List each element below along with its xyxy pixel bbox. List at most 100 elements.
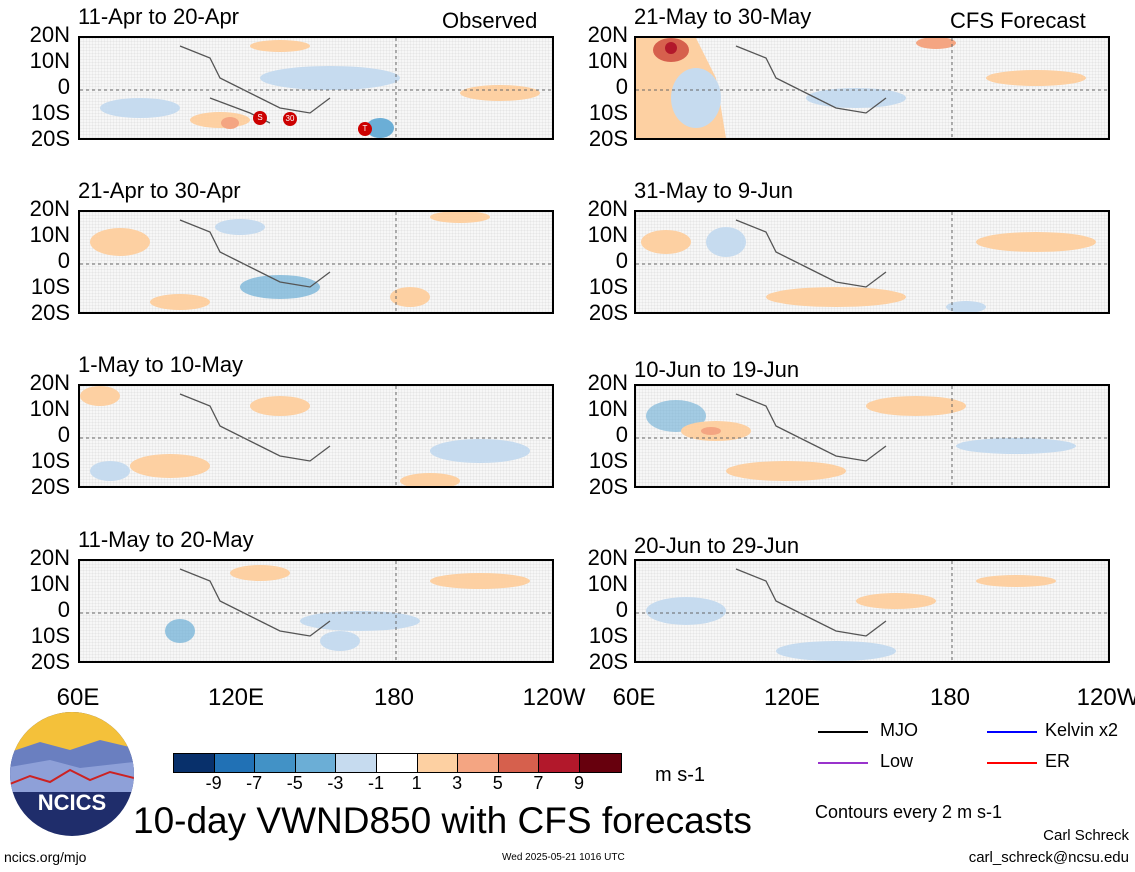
lat-label-left-1-1: 10N: [29, 48, 70, 73]
legend-label-low: Low: [880, 751, 914, 771]
panel-title-right-3: 10-Jun to 19-Jun: [634, 357, 800, 382]
author: Carl Schreck: [1043, 827, 1129, 844]
legend-line-er: [987, 762, 1037, 764]
panel-title-left-3: 1-May to 10-May: [78, 352, 244, 377]
lat-label-left-1-3: 10S: [30, 100, 70, 125]
colorbar-cell: [376, 754, 418, 772]
lat-label-right-1-0: 20N: [587, 22, 628, 47]
lat-label-left-1-2: 0: [57, 74, 70, 99]
colorbar-tick: 5: [492, 773, 503, 793]
lat-label-right-1-2: 0: [615, 74, 628, 99]
lat-label-right-4-1: 10N: [587, 571, 628, 596]
storm-marker-1: S: [253, 111, 267, 125]
colorbar-cell: [174, 754, 215, 772]
map-panel-right-1: [634, 36, 1110, 140]
lat-label-right-2-1: 10N: [587, 222, 628, 247]
colorbar-tick: -5: [286, 773, 303, 793]
lat-label-left-3-0: 20N: [29, 370, 70, 395]
lat-label-right-1-3: 10S: [588, 100, 628, 125]
map-panel-right-4: [634, 559, 1110, 663]
lon-label-120e-left: 120E: [207, 684, 265, 711]
lat-label-right-1-1: 10N: [587, 48, 628, 73]
lon-label-60e-right: 60E: [612, 684, 656, 711]
lat-label-right-3-3: 10S: [588, 448, 628, 473]
legend-label-er: ER: [1045, 751, 1071, 771]
lat-label-left-4-3: 10S: [30, 623, 70, 648]
lat-label-left-3-3: 10S: [30, 448, 70, 473]
panel-title-right-1: 21-May to 30-May: [634, 4, 812, 29]
lat-label-left-2-0: 20N: [29, 196, 70, 221]
lat-label-left-2-1: 10N: [29, 222, 70, 247]
lat-label-right-4-3: 10S: [588, 623, 628, 648]
storm-marker-2: 30: [283, 112, 297, 126]
lat-label-right-2-2: 0: [615, 248, 628, 273]
legend-line-low: [818, 762, 868, 764]
lat-label-left-3-4: 20S: [30, 474, 70, 499]
lon-label-120w-left: 120W: [522, 684, 586, 711]
lat-label-right-2-4: 20S: [588, 300, 628, 325]
map-panel-right-2: [634, 210, 1110, 314]
legend-label-kelvin: Kelvin x2: [1045, 720, 1119, 740]
lat-label-left-2-3: 10S: [30, 274, 70, 299]
colorbar-tick: 3: [452, 773, 463, 793]
colorbar-cell: [539, 754, 580, 772]
panel-title-right-2: 31-May to 9-Jun: [634, 178, 793, 203]
colorbar-cell: [336, 754, 377, 772]
colorbar-cell: [498, 754, 540, 772]
legend-label-mjo: MJO: [880, 720, 918, 740]
colorbar-cell: [579, 754, 621, 772]
lat-label-right-4-4: 20S: [588, 649, 628, 674]
colorbar-tick: -7: [246, 773, 263, 793]
map-panel-left-1: S 30 T: [78, 36, 554, 140]
colorbar-cell: [458, 754, 499, 772]
lat-label-left-1-4: 20S: [30, 126, 70, 151]
map-panel-right-3: [634, 384, 1110, 488]
lon-label-180-right: 180: [929, 684, 971, 711]
lat-label-right-3-4: 20S: [588, 474, 628, 499]
contours-note: Contours every 2 m s-1: [815, 802, 1003, 822]
lat-label-right-2-3: 10S: [588, 274, 628, 299]
colorbar-tick: 1: [411, 773, 422, 793]
lat-label-left-4-4: 20S: [30, 649, 70, 674]
map-panel-left-3: [78, 384, 554, 488]
email-link[interactable]: carl_schreck@ncsu.edu: [968, 849, 1129, 866]
lat-label-left-1-0: 20N: [29, 22, 70, 47]
lat-label-left-2-2: 0: [57, 248, 70, 273]
colorbar-tick: 9: [573, 773, 585, 793]
map-panel-left-2: [78, 210, 554, 314]
colorbar-tick: 7: [533, 773, 544, 793]
lat-label-left-4-0: 20N: [29, 545, 70, 570]
colorbar-cell: [417, 754, 459, 772]
lon-label-120e-right: 120E: [763, 684, 821, 711]
lat-label-left-4-2: 0: [57, 597, 70, 622]
lat-label-left-4-1: 10N: [29, 571, 70, 596]
ncics-logo: NCICS: [10, 712, 134, 836]
lat-label-left-3-1: 10N: [29, 396, 70, 421]
lat-label-left-3-2: 0: [57, 422, 70, 447]
legend-line-kelvin: [987, 731, 1037, 733]
lon-label-60e-left: 60E: [56, 684, 100, 711]
observed-label: Observed: [442, 8, 538, 33]
colorbar-tick: -3: [327, 773, 344, 793]
lat-label-right-1-4: 20S: [588, 126, 628, 151]
main-title: 10-day VWND850 with CFS forecasts: [133, 800, 752, 841]
legend-line-mjo: [818, 731, 868, 733]
colorbar-cell: [214, 754, 256, 772]
lat-label-right-2-0: 20N: [587, 196, 628, 221]
logo-text: NCICS: [37, 790, 107, 815]
colorbar-units: m s-1: [655, 764, 705, 786]
colorbar-cell: [255, 754, 296, 772]
forecast-label: CFS Forecast: [950, 8, 1086, 33]
colorbar-tick: -1: [367, 773, 385, 793]
panel-title-right-4: 20-Jun to 29-Jun: [634, 533, 800, 558]
lat-label-left-2-4: 20S: [30, 300, 70, 325]
colorbar-cell: [295, 754, 337, 772]
colorbar: [173, 753, 622, 773]
lat-label-right-3-0: 20N: [587, 370, 628, 395]
lon-label-180-left: 180: [373, 684, 415, 711]
lat-label-right-3-1: 10N: [587, 396, 628, 421]
site-link[interactable]: ncics.org/mjo: [4, 849, 87, 865]
map-panel-left-4: [78, 559, 554, 663]
panel-title-left-4: 11-May to 20-May: [78, 527, 254, 552]
panel-title-left-1: 11-Apr to 20-Apr: [78, 4, 240, 29]
